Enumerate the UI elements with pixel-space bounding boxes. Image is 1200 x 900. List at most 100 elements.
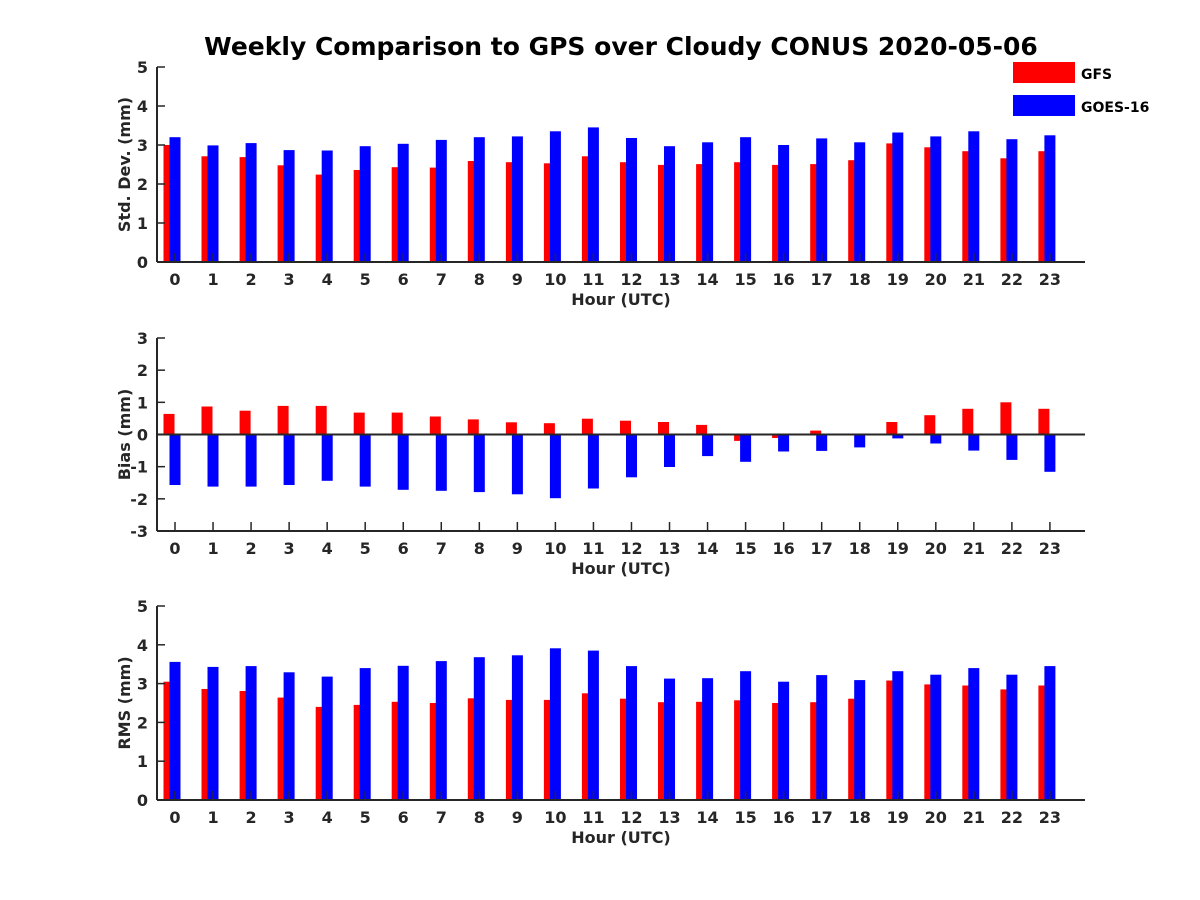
std-dev-ytick-label: 5 bbox=[137, 58, 148, 77]
rms-bar-gfs-7 bbox=[429, 703, 441, 800]
rms-bar-gfs-13 bbox=[658, 702, 669, 800]
std-dev-bar-goes16-22 bbox=[1006, 139, 1018, 262]
rms-bar-goes16-13 bbox=[664, 678, 675, 800]
rms-bar-gfs-8 bbox=[467, 698, 479, 800]
rms-bar-gfs-1 bbox=[201, 689, 213, 800]
rms-ytick-label: 4 bbox=[137, 636, 148, 655]
bias-xtick-label: 7 bbox=[436, 539, 447, 558]
bias-bar-gfs-14 bbox=[696, 424, 708, 435]
rms-xtick-label: 7 bbox=[436, 808, 447, 827]
rms-bar-goes16-22 bbox=[1006, 674, 1018, 800]
bias-bar-gfs-3 bbox=[277, 405, 289, 435]
bias-bar-goes16-19 bbox=[892, 434, 904, 439]
std-dev-bar-gfs-21 bbox=[962, 151, 974, 262]
rms-ytick-label: 0 bbox=[137, 791, 148, 810]
rms-bar-gfs-3 bbox=[277, 697, 289, 800]
rms-bar-goes16-23 bbox=[1044, 666, 1056, 800]
rms-xtick-label: 8 bbox=[474, 808, 485, 827]
std-dev-xtick-label: 10 bbox=[544, 270, 566, 289]
rms-bar-gfs-6 bbox=[391, 701, 403, 800]
std-dev-bar-gfs-15 bbox=[734, 162, 746, 262]
bias-xtick-label: 15 bbox=[734, 539, 756, 558]
std-dev-xtick-label: 2 bbox=[246, 270, 257, 289]
bias-bar-gfs-16 bbox=[772, 434, 784, 438]
rms-bar-goes16-2 bbox=[245, 666, 257, 800]
bias-bar-goes16-20 bbox=[930, 434, 942, 444]
std-dev-bar-goes16-17 bbox=[816, 138, 828, 262]
std-dev-bar-gfs-7 bbox=[429, 167, 441, 262]
bias-bar-gfs-0 bbox=[163, 413, 175, 435]
rms-xtick-label: 3 bbox=[284, 808, 295, 827]
bias-bar-goes16-0 bbox=[169, 434, 181, 485]
std-dev-bar-goes16-20 bbox=[930, 136, 942, 262]
rms-bar-gfs-15 bbox=[734, 700, 746, 800]
rms-bar-gfs-9 bbox=[505, 699, 517, 800]
rms-bar-goes16-1 bbox=[207, 666, 219, 800]
std-dev-xtick-label: 12 bbox=[620, 270, 642, 289]
std-dev-bar-goes16-8 bbox=[473, 137, 485, 262]
std-dev-bar-gfs-4 bbox=[315, 174, 327, 262]
rms-xtick-label: 11 bbox=[582, 808, 604, 827]
std-dev-bar-gfs-22 bbox=[1000, 158, 1012, 262]
rms-bar-goes16-3 bbox=[283, 672, 295, 800]
std-dev-bar-goes16-6 bbox=[397, 143, 409, 262]
bias-xtick-label: 10 bbox=[544, 539, 566, 558]
rms-bar-gfs-17 bbox=[810, 702, 822, 800]
bias-bar-gfs-1 bbox=[201, 406, 213, 435]
bias-bar-gfs-10 bbox=[543, 423, 555, 435]
std-dev-xtick-label: 0 bbox=[169, 270, 180, 289]
bias-bar-goes16-2 bbox=[245, 434, 257, 487]
rms-bar-gfs-4 bbox=[315, 706, 327, 800]
bias-bar-goes16-3 bbox=[283, 434, 295, 485]
rms-bar-gfs-23 bbox=[1038, 685, 1050, 800]
std-dev-bar-gfs-2 bbox=[239, 157, 251, 262]
rms-bar-gfs-2 bbox=[239, 691, 251, 800]
rms-xtick-label: 2 bbox=[246, 808, 257, 827]
std-dev-bar-goes16-3 bbox=[283, 150, 295, 262]
rms-bar-goes16-20 bbox=[930, 674, 942, 800]
rms-bar-goes16-18 bbox=[854, 680, 866, 800]
rms-xtick-label: 12 bbox=[620, 808, 642, 827]
rms-bar-gfs-20 bbox=[924, 684, 936, 800]
rms-bar-goes16-19 bbox=[892, 671, 904, 800]
std-dev-bar-goes16-15 bbox=[740, 137, 752, 262]
bias-bar-gfs-5 bbox=[353, 412, 365, 435]
std-dev-bar-gfs-0 bbox=[163, 145, 175, 262]
std-dev-bar-goes16-2 bbox=[245, 143, 257, 262]
rms-xtick-label: 23 bbox=[1039, 808, 1061, 827]
bias-bar-goes16-1 bbox=[207, 434, 219, 487]
bias-bar-gfs-2 bbox=[239, 410, 251, 435]
rms-bar-goes16-10 bbox=[549, 648, 561, 800]
bias-bar-goes16-15 bbox=[740, 434, 752, 462]
bias-xtick-label: 3 bbox=[284, 539, 295, 558]
bias-bar-goes16-22 bbox=[1006, 434, 1018, 460]
rms-bar-goes16-15 bbox=[740, 671, 752, 800]
bias-bar-gfs-7 bbox=[429, 416, 441, 435]
std-dev-xtick-label: 5 bbox=[360, 270, 371, 289]
std-dev-ytick-label: 4 bbox=[137, 97, 148, 116]
bias-bar-gfs-22 bbox=[1000, 402, 1012, 435]
bias-xtick-label: 0 bbox=[169, 539, 180, 558]
std-dev-xtick-label: 8 bbox=[474, 270, 485, 289]
bias-ytick-label: -3 bbox=[130, 522, 148, 541]
bias-bar-gfs-15 bbox=[734, 434, 746, 441]
rms-bar-gfs-0 bbox=[163, 681, 175, 800]
std-dev-bar-gfs-6 bbox=[391, 167, 403, 262]
std-dev-bar-goes16-5 bbox=[359, 146, 371, 262]
std-dev-xtick-label: 20 bbox=[925, 270, 947, 289]
bias-bar-goes16-21 bbox=[968, 434, 980, 451]
legend-label-gfs: GFS bbox=[1081, 67, 1112, 83]
bias-xtick-label: 8 bbox=[474, 539, 485, 558]
std-dev-bar-goes16-11 bbox=[587, 127, 599, 263]
std-dev-bar-goes16-19 bbox=[892, 132, 904, 262]
bias-bar-gfs-12 bbox=[620, 420, 631, 435]
rms-bar-gfs-22 bbox=[1000, 689, 1012, 800]
std-dev-bar-gfs-18 bbox=[848, 160, 860, 262]
bias-xtick-label: 21 bbox=[963, 539, 985, 558]
rms-bar-gfs-16 bbox=[772, 703, 784, 800]
std-dev-bar-gfs-17 bbox=[810, 164, 822, 262]
std-dev-bar-gfs-12 bbox=[620, 162, 631, 262]
bias-xtick-label: 19 bbox=[887, 539, 909, 558]
rms-bar-goes16-14 bbox=[702, 678, 714, 800]
